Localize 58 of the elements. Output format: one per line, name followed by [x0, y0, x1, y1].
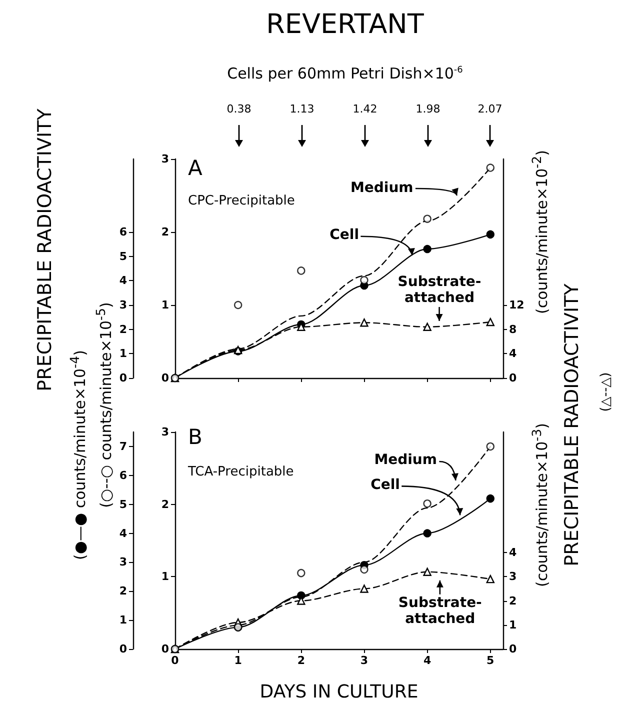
y3-tick-label: 0: [119, 642, 128, 656]
x-tick-label: 1: [234, 654, 242, 667]
y3-tick-label: 1: [119, 614, 127, 627]
y3-tick-label: 2: [119, 584, 127, 598]
y-tick-label: 2: [161, 498, 169, 511]
x-tick-label: 4: [423, 654, 432, 667]
annotation: A: [188, 156, 202, 180]
text: 0.38: [226, 102, 252, 116]
y3-tick-label: 3: [119, 298, 127, 312]
y2-tick-label: 12: [509, 298, 524, 312]
text: PRECIPITABLE RADIOACTIVITY: [561, 284, 583, 566]
y2-tick-label: 2: [509, 594, 517, 608]
y3-tick-label: 6: [119, 468, 128, 482]
y3-tick-label: 7: [119, 440, 127, 453]
y3-tick-label: 4: [119, 274, 128, 288]
text: 2.07: [478, 102, 502, 116]
y3-tick-label: 0: [119, 372, 128, 384]
y3-tick-label: 3: [119, 556, 127, 569]
y2-tick-label: 8: [509, 322, 517, 336]
text: 1.13: [290, 102, 314, 116]
y2-tick-label: 3: [509, 570, 517, 584]
y-tick-label: 1: [161, 570, 169, 584]
x-axis-title: DAYS IN CULTURE: [260, 682, 418, 702]
annotation: B: [188, 424, 202, 450]
annotation: CPC-Precipitable: [188, 194, 295, 210]
y3-tick-label: 5: [119, 498, 127, 511]
y3-tick-label: 1: [119, 347, 127, 360]
annotation: Medium: [350, 180, 414, 196]
y-tick-label: 0: [161, 372, 170, 384]
y2-tick-label: 4: [509, 347, 517, 360]
y-tick-label: 0: [161, 642, 170, 656]
x-tick-label: 5: [486, 654, 494, 667]
y3-tick-label: 2: [119, 322, 127, 336]
y2-tick-label: 0: [509, 642, 517, 656]
y-tick-label: 2: [161, 226, 169, 238]
y2-tick-label: 4: [509, 546, 517, 560]
annotation: Medium: [374, 452, 437, 469]
text: 1.42: [352, 102, 378, 116]
y-tick-label: 3: [161, 152, 169, 166]
y-tick-label: 1: [161, 298, 169, 312]
text: (△--△): [598, 372, 614, 412]
x-tick-label: 3: [360, 654, 368, 667]
annotation: Cell: [370, 477, 400, 494]
text: 1.98: [416, 102, 440, 116]
chart-title: REVERTANT: [266, 9, 424, 40]
y2-tick-label: 1: [509, 618, 517, 632]
x-tick-label: 0: [171, 654, 180, 667]
annotation: TCA-Precipitable: [188, 464, 294, 480]
annotation: Substrate-attached: [398, 595, 482, 628]
y3-tick-label: 6: [119, 226, 128, 238]
x-tick-label: 2: [297, 654, 305, 667]
y-tick-label: 3: [161, 426, 169, 438]
annotation: Substrate-attached: [398, 274, 482, 306]
text: PRECIPITABLE RADIOACTIVITY: [34, 108, 56, 392]
y2-tick-label: 0: [509, 372, 517, 384]
annotation: Cell: [330, 227, 360, 244]
y3-tick-label: 4: [119, 526, 128, 540]
y3-tick-label: 5: [119, 250, 127, 263]
